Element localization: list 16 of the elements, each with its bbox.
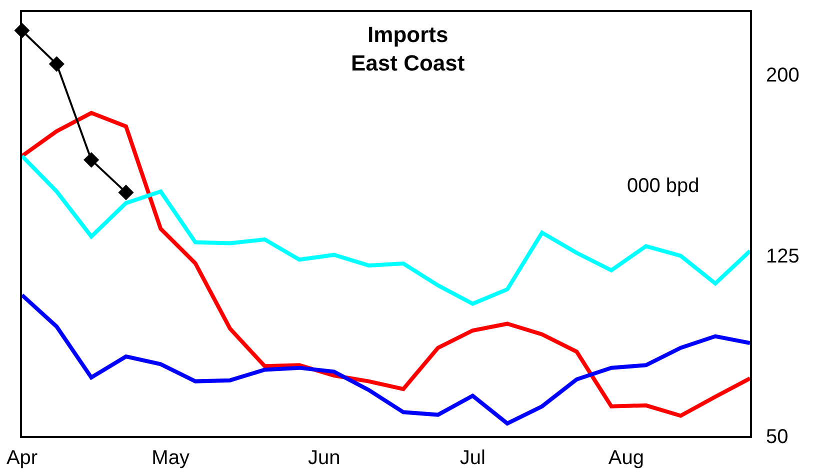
line-series — [22, 110, 750, 418]
y-tick-label: 125 — [766, 245, 800, 268]
x-tick-label: Jul — [460, 447, 486, 469]
line-series — [22, 293, 750, 426]
point — [118, 184, 134, 200]
x-tick-label: Aug — [608, 447, 644, 469]
line-series — [22, 154, 750, 306]
text: Imports East Coast — [351, 22, 466, 76]
point — [48, 56, 64, 72]
y-tick-label: 50 — [766, 426, 788, 448]
point — [84, 152, 100, 168]
x-tick-label: Jun — [308, 447, 340, 469]
annotation: 000 bpd — [627, 175, 700, 197]
x-tick-label: May — [152, 447, 190, 469]
y-tick-label: 200 — [766, 64, 800, 87]
x-tick-label: Apr — [6, 447, 38, 469]
